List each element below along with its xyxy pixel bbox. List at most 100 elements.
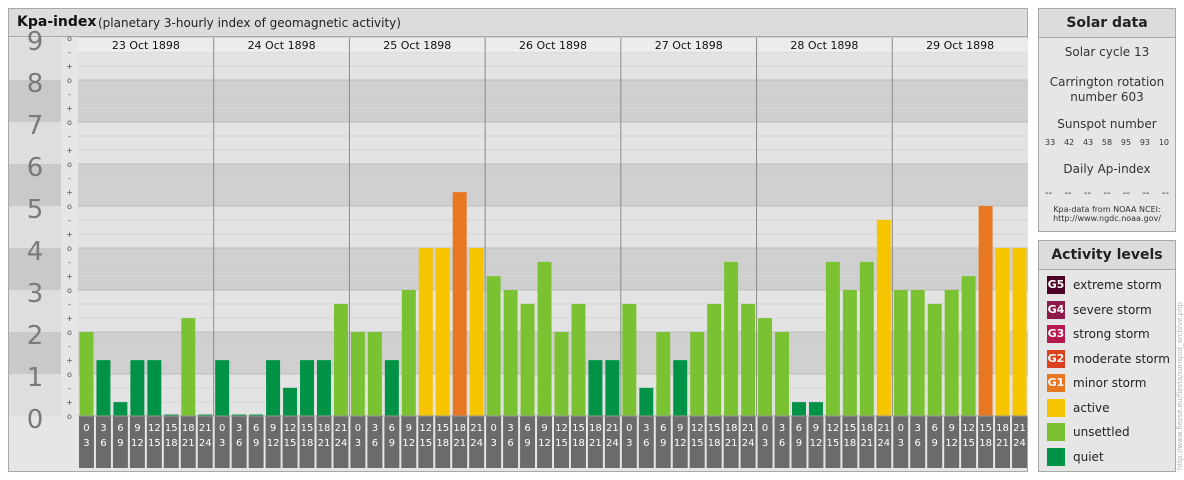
kp-bar	[995, 248, 1010, 416]
kp-bar	[741, 303, 756, 416]
kp-bar	[435, 248, 450, 416]
kp-bar	[622, 303, 637, 416]
y-tick-label: 2	[27, 321, 44, 351]
kp-bar	[792, 402, 806, 416]
interval-start: 0	[762, 423, 768, 434]
interval-cell	[757, 416, 773, 468]
level-swatch: G2	[1047, 349, 1065, 368]
level-swatch	[1047, 423, 1065, 441]
interval-start: 18	[589, 423, 602, 434]
kp-bar	[724, 261, 739, 416]
minor-tick: o	[67, 34, 72, 43]
kp-bar	[79, 332, 94, 416]
interval-cell	[435, 416, 451, 468]
interval-cell	[282, 416, 298, 468]
interval-cell	[621, 416, 637, 468]
interval-end: 12	[674, 438, 687, 449]
interval-cell	[995, 416, 1011, 468]
kp-bar	[893, 290, 908, 416]
kp-bar	[300, 360, 314, 416]
interval-start: 0	[490, 423, 496, 434]
interval-cell	[604, 416, 620, 468]
level-label: minor storm	[1073, 376, 1147, 390]
y-tick-label: 1	[27, 363, 44, 393]
interval-start: 15	[979, 423, 992, 434]
interval-end: 21	[589, 438, 602, 449]
interval-end: 24	[335, 438, 348, 449]
minor-tick: o	[67, 244, 72, 253]
interval-start: 21	[1013, 423, 1026, 434]
kp-bar	[537, 261, 552, 416]
level-item: G1 minor storm	[1047, 373, 1146, 393]
interval-end: 24	[877, 438, 890, 449]
kp-bar	[808, 402, 823, 416]
interval-cell	[689, 416, 705, 468]
level-item: G3 strong storm	[1047, 324, 1150, 344]
minor-tick: +	[66, 188, 73, 197]
interval-cell	[842, 416, 858, 468]
interval-end: 18	[979, 438, 992, 449]
interval-cell	[570, 416, 586, 468]
level-swatch	[1047, 447, 1065, 466]
interval-start: 3	[236, 423, 242, 434]
minor-tick: -	[68, 300, 71, 309]
interval-cell	[146, 416, 162, 468]
interval-cell	[265, 416, 281, 468]
level-swatch: G3	[1047, 325, 1065, 343]
interval-cell	[299, 416, 315, 468]
level-swatch: G4	[1047, 300, 1065, 319]
chart-subtitle: (planetary 3-hourly index of geomagnetic…	[98, 16, 401, 30]
kp-bar	[333, 303, 348, 416]
kp-bar	[605, 360, 620, 416]
interval-start: 6	[660, 423, 666, 434]
interval-end: 18	[301, 438, 314, 449]
interval-start: 15	[572, 423, 585, 434]
interval-end: 3	[83, 438, 89, 449]
interval-start: 3	[100, 423, 106, 434]
kp-bar	[503, 290, 518, 416]
interval-end: 9	[117, 438, 123, 449]
interval-end: 12	[810, 438, 823, 449]
interval-start: 6	[796, 423, 802, 434]
interval-end: 12	[538, 438, 551, 449]
day-header-band	[78, 38, 1028, 52]
interval-cell	[486, 416, 502, 468]
kp-bar	[876, 219, 891, 416]
interval-cell	[961, 416, 977, 468]
y-tick-label: 3	[27, 279, 44, 309]
level-label: extreme storm	[1073, 278, 1162, 292]
interval-cell	[350, 416, 366, 468]
interval-end: 3	[898, 438, 904, 449]
level-label: moderate storm	[1073, 351, 1170, 366]
level-swatch: G5	[1047, 276, 1065, 294]
kp-bar	[944, 290, 959, 416]
minor-tick: +	[66, 272, 73, 281]
interval-end: 6	[236, 438, 242, 449]
interval-end: 9	[389, 438, 395, 449]
minor-tick: -	[68, 384, 71, 393]
y-axis-band	[9, 206, 61, 248]
ap-value: --	[1122, 188, 1131, 199]
y-tick-label: 8	[27, 69, 44, 99]
ap-value: --	[1045, 188, 1053, 199]
interval-end: 15	[148, 438, 161, 449]
interval-start: 18	[182, 423, 195, 434]
interval-start: 3	[915, 423, 921, 434]
interval-end: 3	[219, 438, 225, 449]
level-swatch: G1	[1047, 374, 1065, 392]
interval-start: 3	[507, 423, 513, 434]
carrington-line-2: number 603	[1070, 90, 1144, 104]
interval-start: 21	[199, 423, 212, 434]
level-item: quiet	[1047, 447, 1104, 467]
minor-tick: o	[67, 370, 72, 379]
kp-bar	[961, 276, 976, 416]
interval-end: 24	[742, 438, 755, 449]
interval-start: 3	[372, 423, 378, 434]
interval-start: 9	[406, 423, 412, 434]
interval-cell	[893, 416, 909, 468]
level-label: strong storm	[1073, 327, 1150, 341]
ap-value: --	[1161, 188, 1169, 199]
interval-end: 9	[253, 438, 259, 449]
interval-end: 12	[945, 438, 958, 449]
interval-end: 12	[402, 438, 415, 449]
